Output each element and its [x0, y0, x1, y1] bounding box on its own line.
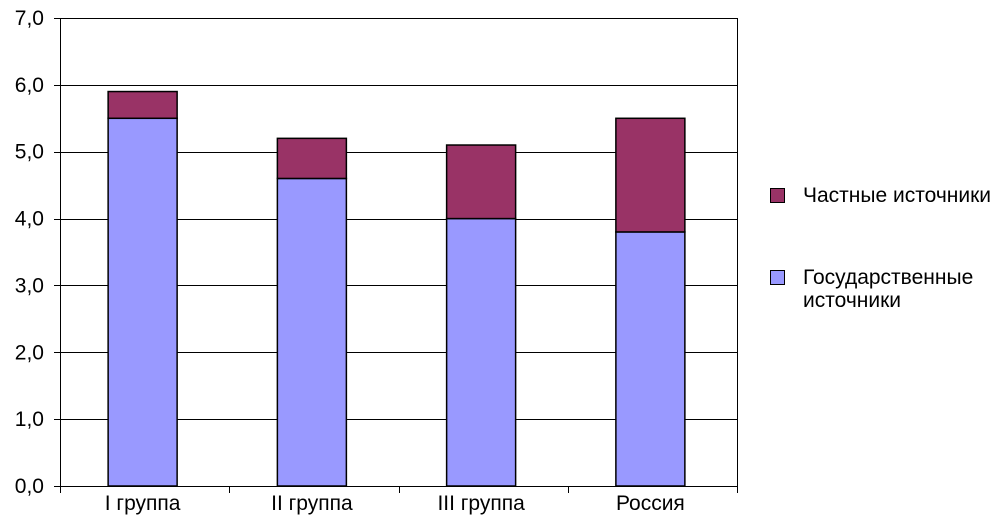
bar-segment-series1-cat2: [445, 144, 517, 220]
bar-segment-series0-cat1: [276, 177, 348, 487]
legend-swatch-private-sources: [770, 188, 785, 203]
bar-segment-series1-cat3: [615, 117, 686, 233]
bars: [107, 90, 686, 487]
legend-item-private-sources: Частные источники: [770, 184, 1001, 232]
y-tick-label: 0,0: [15, 475, 44, 498]
bar-segment-series1-cat1: [276, 137, 348, 180]
x-category-label: II группа: [271, 492, 353, 515]
bar-segment-series0-cat0: [107, 117, 178, 487]
x-category-label: I группа: [105, 492, 181, 515]
bar-segment-series1-cat0: [107, 90, 178, 120]
legend-item-state-sources: Государственные источники: [770, 266, 1001, 314]
legend-label-private-sources: Частные источники: [803, 184, 992, 207]
y-tick-label: 4,0: [15, 208, 44, 231]
x-category-label: III группа: [437, 492, 525, 515]
y-tick-label: 1,0: [15, 408, 44, 431]
y-tick-label: 5,0: [15, 141, 44, 164]
bar-segment-series0-cat3: [615, 231, 686, 487]
x-axis-category-labels: I группа II группа III группа Россия: [105, 492, 685, 515]
x-category-label: Россия: [616, 492, 685, 515]
y-axis-tick-labels: 0,0 1,0 2,0 3,0 4,0 5,0 6,0 7,0: [15, 7, 44, 498]
y-tick-label: 6,0: [15, 74, 44, 97]
axes: [54, 18, 738, 493]
bar-segment-series0-cat2: [445, 217, 517, 487]
legend-swatch-state-sources: [770, 270, 785, 285]
y-tick-label: 3,0: [15, 274, 44, 297]
y-tick-label: 7,0: [15, 7, 44, 30]
y-tick-label: 2,0: [15, 341, 44, 364]
legend-label-state-sources: Государственные источники: [803, 266, 974, 312]
